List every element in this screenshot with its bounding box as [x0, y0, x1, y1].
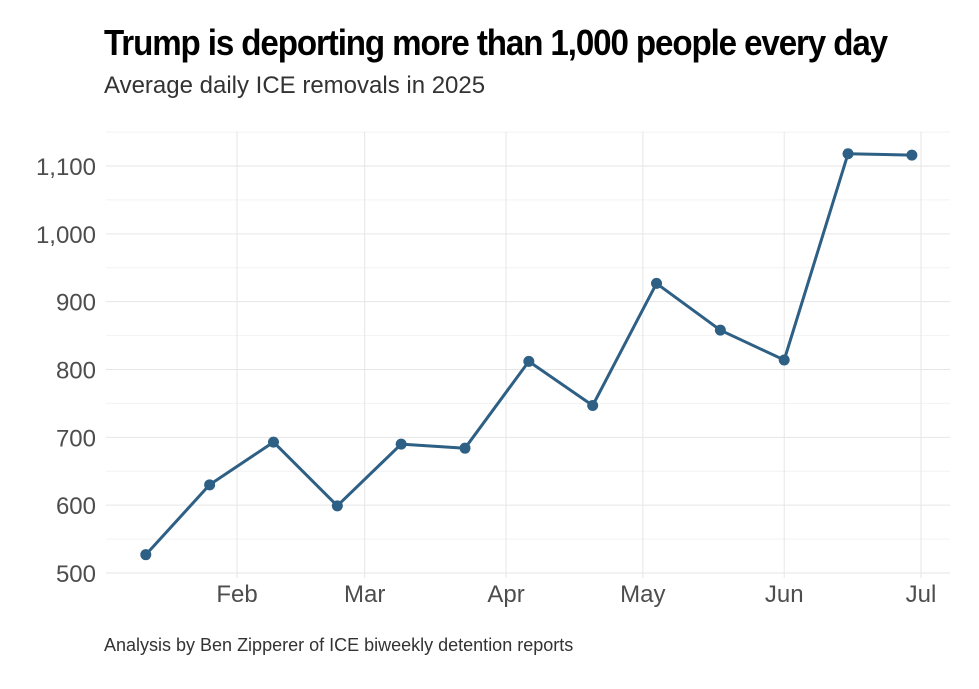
y-tick-label: 600: [56, 493, 96, 520]
x-tick-label: Jun: [765, 581, 804, 608]
data-point: [778, 354, 790, 366]
y-tick-label: 1,100: [36, 154, 96, 181]
x-tick-label: May: [620, 581, 665, 608]
data-point: [331, 500, 343, 512]
chart-caption: Analysis by Ben Zipperer of ICE biweekly…: [104, 635, 574, 655]
chart-title: Trump is deporting more than 1,000 peopl…: [104, 22, 888, 63]
data-point: [459, 442, 471, 454]
y-tick-label: 900: [56, 290, 96, 317]
data-point: [523, 355, 535, 367]
y-tick-label: 800: [56, 358, 96, 385]
y-tick-label: 1,000: [36, 222, 96, 249]
x-tick-label: Apr: [487, 581, 524, 608]
grid-lines: [106, 131, 950, 578]
data-point: [395, 438, 407, 450]
x-tick-label: Jul: [906, 581, 937, 608]
x-tick-label: Feb: [216, 581, 257, 608]
data-point: [587, 399, 599, 411]
x-tick-label: Mar: [344, 581, 385, 608]
data-point: [651, 277, 663, 289]
data-point: [204, 479, 216, 491]
chart-subtitle: Average daily ICE removals in 2025: [104, 72, 486, 99]
data-point: [140, 549, 152, 561]
data-point: [842, 148, 854, 160]
data-point: [906, 149, 918, 161]
data-point: [714, 324, 726, 336]
y-tick-label: 700: [56, 425, 96, 452]
x-axis-tick-labels: Feb Mar Apr May Jun Jul: [216, 581, 936, 608]
y-tick-label: 500: [56, 561, 96, 588]
y-axis-tick-labels: 500 600 700 800 900 1,000 1,100: [36, 154, 96, 588]
series-lines: [144, 152, 914, 557]
data-point: [267, 436, 279, 448]
data-points: [140, 148, 918, 561]
series-line: [144, 152, 914, 557]
